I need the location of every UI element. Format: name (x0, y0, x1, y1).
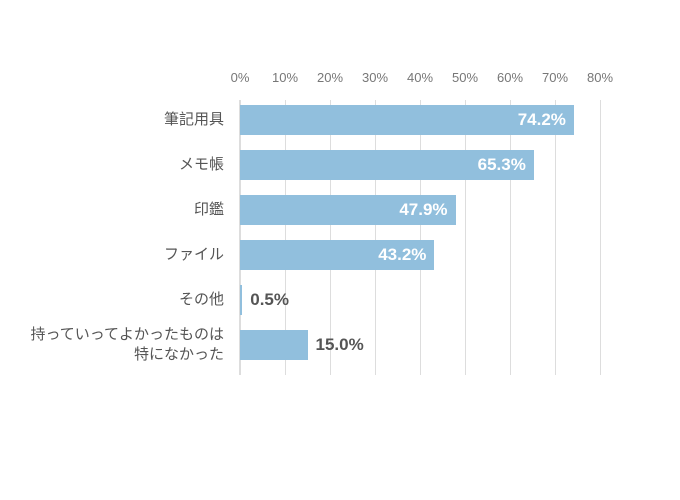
value-label: 15.0% (316, 335, 364, 355)
x-tick-label: 20% (317, 70, 343, 85)
bar-row: 筆記用具74.2% (240, 105, 600, 135)
x-tick-label: 0% (231, 70, 250, 85)
bar (240, 330, 308, 360)
category-label: メモ帳 (179, 155, 240, 175)
bar-row: その他0.5% (240, 285, 600, 315)
x-tick-label: 10% (272, 70, 298, 85)
x-tick-label: 60% (497, 70, 523, 85)
chart-container: 0%10%20%30%40%50%60%70%80% 筆記用具74.2%メモ帳6… (0, 0, 680, 500)
category-label: 持っていってよかったものは特になかった (30, 325, 240, 366)
x-tick-label: 70% (542, 70, 568, 85)
bar-row: ファイル43.2% (240, 240, 600, 270)
category-label: 筆記用具 (164, 110, 240, 130)
x-tick-label: 30% (362, 70, 388, 85)
category-label: ファイル (164, 245, 240, 265)
bar (240, 285, 242, 315)
x-tick-label: 50% (452, 70, 478, 85)
value-label: 43.2% (378, 245, 426, 265)
value-label: 47.9% (399, 200, 447, 220)
category-label: その他 (179, 290, 240, 310)
value-label: 65.3% (478, 155, 526, 175)
value-label: 74.2% (518, 110, 566, 130)
x-tick-label: 40% (407, 70, 433, 85)
x-axis: 0%10%20%30%40%50%60%70%80% (240, 70, 600, 90)
x-tick-label: 80% (587, 70, 613, 85)
bar-row: 印鑑47.9% (240, 195, 600, 225)
plot-area: 0%10%20%30%40%50%60%70%80% 筆記用具74.2%メモ帳6… (240, 100, 600, 375)
gridline (600, 100, 601, 375)
bar-row: メモ帳65.3% (240, 150, 600, 180)
category-label: 印鑑 (194, 200, 240, 220)
value-label: 0.5% (250, 290, 289, 310)
bar-row: 持っていってよかったものは特になかった15.0% (240, 330, 600, 360)
